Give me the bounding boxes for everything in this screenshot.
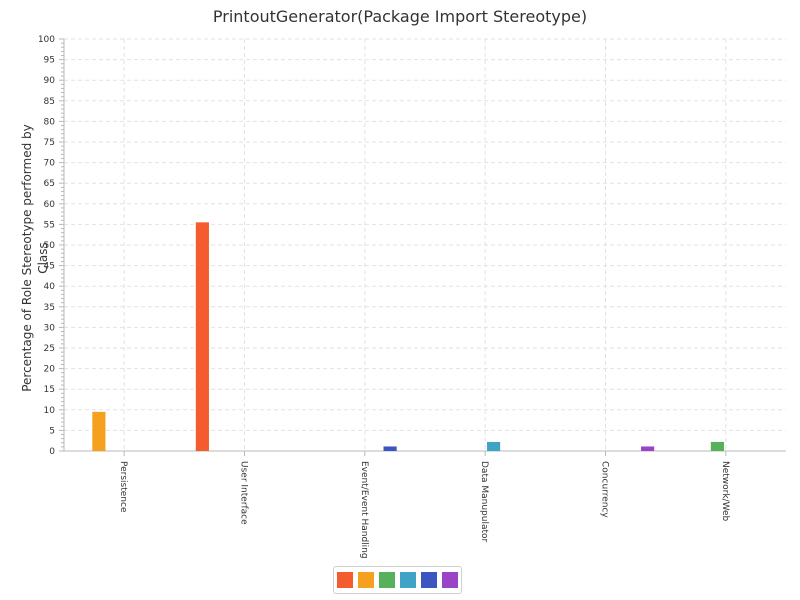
y-tick-label: 20 [44, 365, 56, 375]
y-tick-label: 5 [49, 426, 55, 436]
legend-swatch [400, 572, 416, 588]
bar [92, 411, 106, 451]
axes [59, 38, 786, 456]
y-tick-label: 60 [44, 200, 56, 210]
y-tick-label: 95 [44, 56, 55, 66]
bar [383, 446, 397, 451]
y-tick-label: 40 [44, 282, 56, 292]
y-tick-label: 25 [44, 344, 55, 354]
y-tick-label: 55 [44, 220, 55, 230]
category-label: Persistence [118, 461, 128, 513]
legend-swatch [358, 572, 374, 588]
y-tick-label: 85 [44, 97, 55, 107]
y-tick-label: 30 [44, 323, 56, 333]
legend-swatch [337, 572, 353, 588]
chart-title: PrintoutGenerator(Package Import Stereot… [212, 7, 588, 26]
y-tick-label: 75 [44, 138, 55, 148]
labels: 0 5 10 15 20 25 30 35 40 45 50 55 60 65 70 75 80 85 90 95 10… [38, 35, 730, 559]
legend-swatch [442, 572, 458, 588]
bar [641, 446, 655, 451]
category-label: Data Manupulator [479, 461, 489, 543]
y-tick-label: 70 [44, 159, 56, 169]
bar [710, 441, 724, 451]
bars [92, 222, 724, 451]
y-tick-label: 80 [44, 117, 56, 127]
y-tick-label: 100 [38, 35, 55, 45]
y-tick-label: 0 [49, 447, 55, 457]
y-tick-label: 90 [44, 76, 56, 86]
grid [64, 38, 786, 451]
y-tick-label: 50 [44, 241, 56, 251]
legend-swatch [379, 572, 395, 588]
legend-swatch [421, 572, 437, 588]
y-tick-label: 15 [44, 385, 55, 395]
y-tick-label: 10 [44, 406, 56, 416]
category-label: Event/Event Handling [359, 461, 369, 559]
bar [195, 222, 209, 451]
y-tick-label: 45 [44, 262, 55, 272]
y-tick-label: 35 [44, 303, 55, 313]
category-label: Concurrency [600, 461, 610, 518]
category-label: Network/Web [720, 461, 730, 522]
legend [333, 566, 462, 594]
y-tick-label: 65 [44, 179, 55, 189]
bar [487, 441, 501, 451]
category-label: User Interface [239, 461, 249, 525]
